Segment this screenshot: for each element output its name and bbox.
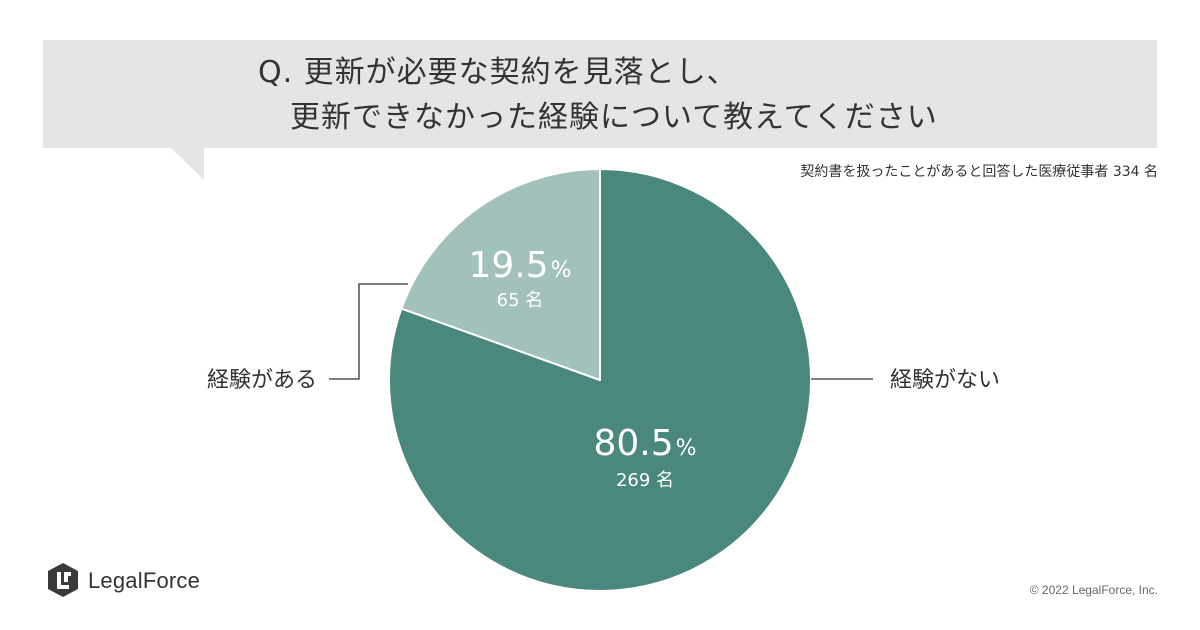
- question-title: Q. 更新が必要な契約を見落とし、 更新できなかった経験について教えてください: [258, 50, 938, 140]
- pie-slice-no-experience: [388, 168, 812, 592]
- slice-label-experienced: 経験がある: [207, 368, 317, 393]
- copyright: © 2022 LegalForce, Inc.: [1029, 583, 1158, 597]
- slice-percent-sign-no-experience: %: [676, 436, 697, 461]
- brand: LegalForce: [48, 563, 200, 599]
- pie-slices: [388, 168, 812, 592]
- brand-name: LegalForce: [88, 568, 201, 593]
- leader-line-experienced: [329, 283, 408, 380]
- legalforce-logo-icon: [48, 563, 78, 597]
- question-bubble: [43, 40, 1157, 148]
- slice-count-experienced: 65 名: [497, 290, 544, 311]
- pie-slice-experienced: [400, 168, 601, 381]
- slice-label-no-experience: 経験がない: [890, 368, 1000, 393]
- slice-percent-sign-experienced: %: [551, 258, 572, 283]
- question-line-2: 更新できなかった経験について教えてください: [290, 100, 938, 135]
- slice-percent-value-experienced: 19.5: [468, 245, 548, 286]
- slice-count-no-experience: 269 名: [616, 470, 674, 491]
- slice-percent-no-experience: 80.5%: [593, 423, 696, 464]
- respondents-note: 契約書を扱ったことがあると回答した医療従事者 334 名: [800, 164, 1158, 180]
- slice-percent-value-no-experience: 80.5: [593, 423, 673, 464]
- slice-percent-experienced: 19.5%: [468, 245, 571, 286]
- question-line-1: Q. 更新が必要な契約を見落とし、: [258, 55, 738, 90]
